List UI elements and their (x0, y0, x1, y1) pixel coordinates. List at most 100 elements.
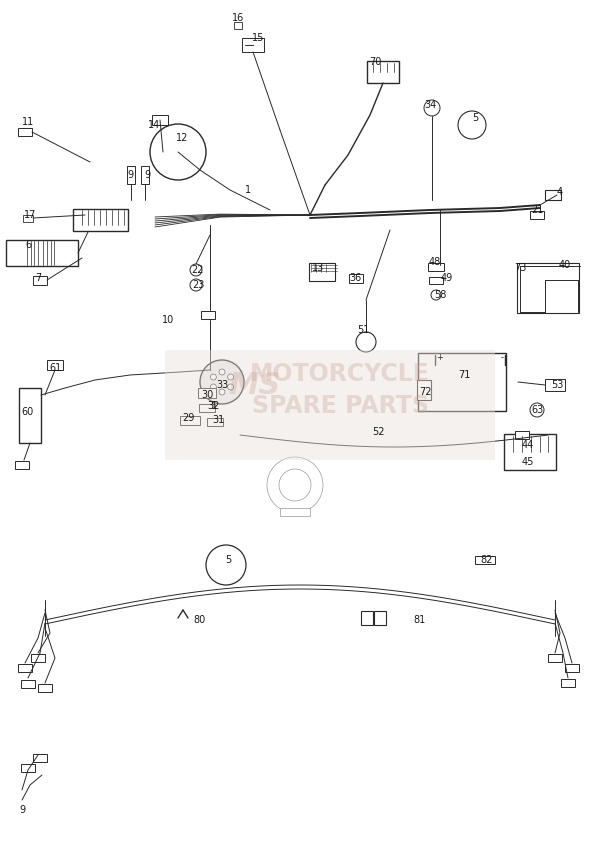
Bar (199, 404, 215, 412)
Bar (418, 353, 506, 411)
Text: 63: 63 (531, 405, 543, 415)
Text: 12: 12 (176, 133, 188, 143)
Circle shape (431, 290, 441, 300)
Text: 45: 45 (522, 457, 534, 467)
Circle shape (200, 360, 244, 404)
Bar (367, 61, 399, 83)
Text: 61: 61 (49, 363, 61, 373)
Text: 29: 29 (182, 413, 194, 423)
Text: MOTORCYCLE
SPARE PARTS: MOTORCYCLE SPARE PARTS (250, 362, 430, 418)
Bar (33, 754, 47, 762)
Text: 14: 14 (148, 120, 160, 130)
Bar (127, 166, 135, 184)
Text: 30: 30 (201, 390, 213, 400)
Text: 1: 1 (245, 185, 251, 195)
Bar (47, 360, 63, 370)
Circle shape (228, 384, 234, 390)
Text: 15: 15 (252, 33, 264, 43)
Text: 80: 80 (194, 615, 206, 625)
Circle shape (210, 384, 216, 390)
Text: 52: 52 (371, 427, 384, 437)
Bar (180, 415, 200, 425)
Text: 6: 6 (25, 240, 31, 250)
Text: 60: 60 (22, 407, 34, 417)
Circle shape (228, 374, 234, 380)
Bar (21, 764, 35, 772)
Circle shape (267, 457, 323, 513)
Text: 10: 10 (162, 315, 174, 325)
Bar (6, 240, 78, 266)
Text: 1: 1 (211, 401, 217, 411)
Text: 11: 11 (22, 117, 34, 127)
Text: 4: 4 (557, 187, 563, 197)
Text: 23: 23 (192, 280, 204, 290)
Text: -: - (501, 354, 504, 362)
Text: 53: 53 (551, 380, 563, 390)
Text: 5: 5 (472, 113, 478, 123)
Circle shape (356, 332, 376, 352)
Text: 21: 21 (531, 205, 543, 215)
Text: 22: 22 (192, 265, 204, 275)
Bar (152, 115, 168, 125)
Text: 49: 49 (441, 273, 453, 283)
Bar (31, 654, 45, 662)
Text: 33: 33 (216, 380, 228, 390)
Bar (165, 350, 495, 460)
Bar (561, 679, 575, 687)
Circle shape (279, 469, 311, 501)
Bar (141, 166, 149, 184)
Text: 72: 72 (419, 387, 431, 397)
Text: 73: 73 (514, 263, 526, 273)
Circle shape (210, 374, 216, 380)
Text: 32: 32 (208, 401, 220, 411)
Text: 9: 9 (144, 170, 150, 180)
Text: 13: 13 (312, 263, 324, 273)
Text: 48: 48 (429, 257, 441, 267)
Text: 70: 70 (369, 57, 381, 67)
Circle shape (206, 545, 246, 585)
Circle shape (458, 111, 486, 139)
Bar (475, 556, 495, 564)
Bar (207, 418, 223, 426)
Bar (234, 22, 242, 29)
Text: 34: 34 (424, 100, 436, 110)
Bar (242, 38, 264, 52)
Bar (517, 263, 579, 313)
Text: 16: 16 (232, 13, 244, 23)
Bar (417, 380, 431, 400)
Bar (548, 654, 562, 662)
Text: 17: 17 (24, 210, 36, 220)
Text: 51: 51 (357, 325, 369, 335)
Circle shape (530, 403, 544, 417)
Bar (429, 277, 443, 284)
Bar (38, 684, 52, 692)
Circle shape (424, 100, 440, 116)
Text: 7: 7 (35, 273, 41, 283)
Bar (374, 611, 386, 625)
Text: 81: 81 (414, 615, 426, 625)
Bar (428, 263, 444, 271)
Bar (504, 434, 556, 470)
Bar (545, 190, 561, 200)
Bar (565, 664, 579, 672)
Text: 9: 9 (19, 805, 25, 815)
Bar (21, 680, 35, 688)
Text: 5: 5 (225, 555, 231, 565)
Bar (515, 431, 529, 439)
Text: 71: 71 (458, 370, 470, 380)
Circle shape (190, 279, 202, 291)
Text: MS: MS (229, 370, 281, 400)
Text: 36: 36 (349, 273, 361, 283)
Text: 40: 40 (559, 260, 571, 270)
Bar (349, 273, 363, 283)
Bar (198, 388, 216, 398)
Bar (309, 263, 335, 281)
Circle shape (219, 369, 225, 375)
Text: 44: 44 (522, 440, 534, 450)
Text: 82: 82 (481, 555, 493, 565)
Bar (201, 311, 215, 319)
Text: 31: 31 (212, 415, 224, 425)
Text: 9: 9 (127, 170, 133, 180)
Bar (280, 508, 310, 516)
Circle shape (190, 264, 202, 276)
